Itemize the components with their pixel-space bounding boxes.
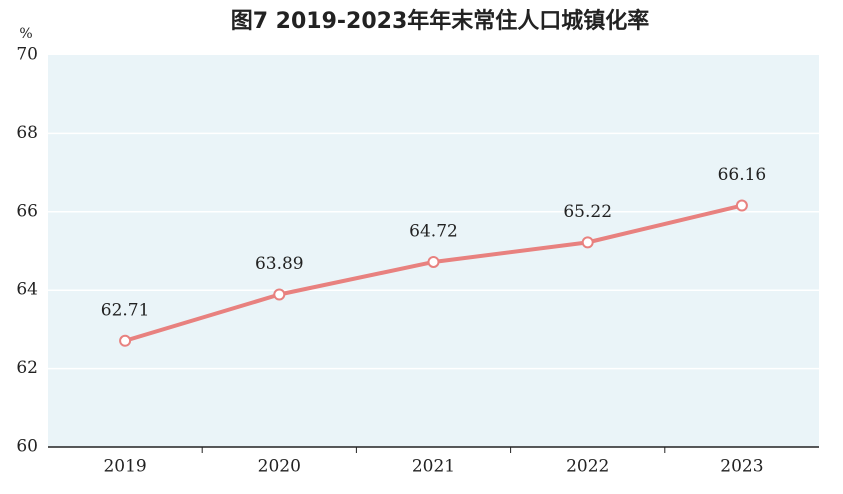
- y-tick-label: 64: [16, 280, 38, 300]
- y-tick-label: 70: [16, 45, 38, 65]
- x-tick-label: 2019: [103, 457, 146, 477]
- x-tick-label: 2023: [720, 457, 763, 477]
- marker: [119, 334, 132, 347]
- chart-title: 图7 2019-2023年年末常住人口城镇化率: [231, 8, 650, 34]
- data-label: 65.22: [563, 202, 612, 222]
- x-tick-label: 2022: [566, 457, 609, 477]
- marker: [273, 288, 286, 301]
- marker: [581, 236, 594, 249]
- data-label: 63.89: [255, 254, 304, 274]
- data-label: 64.72: [409, 221, 458, 241]
- plot-area: [48, 55, 819, 447]
- x-tick-label: 2021: [412, 457, 455, 477]
- data-label: 66.16: [718, 165, 767, 185]
- marker: [427, 255, 440, 268]
- data-label: 62.71: [101, 300, 150, 320]
- y-tick-label: 66: [16, 201, 38, 221]
- marker: [735, 199, 748, 212]
- y-tick-label: 62: [16, 358, 38, 378]
- y-tick-label: 60: [16, 437, 38, 457]
- y-tick-label: 68: [16, 123, 38, 143]
- y-unit: %: [19, 26, 32, 42]
- x-tick-label: 2020: [258, 457, 301, 477]
